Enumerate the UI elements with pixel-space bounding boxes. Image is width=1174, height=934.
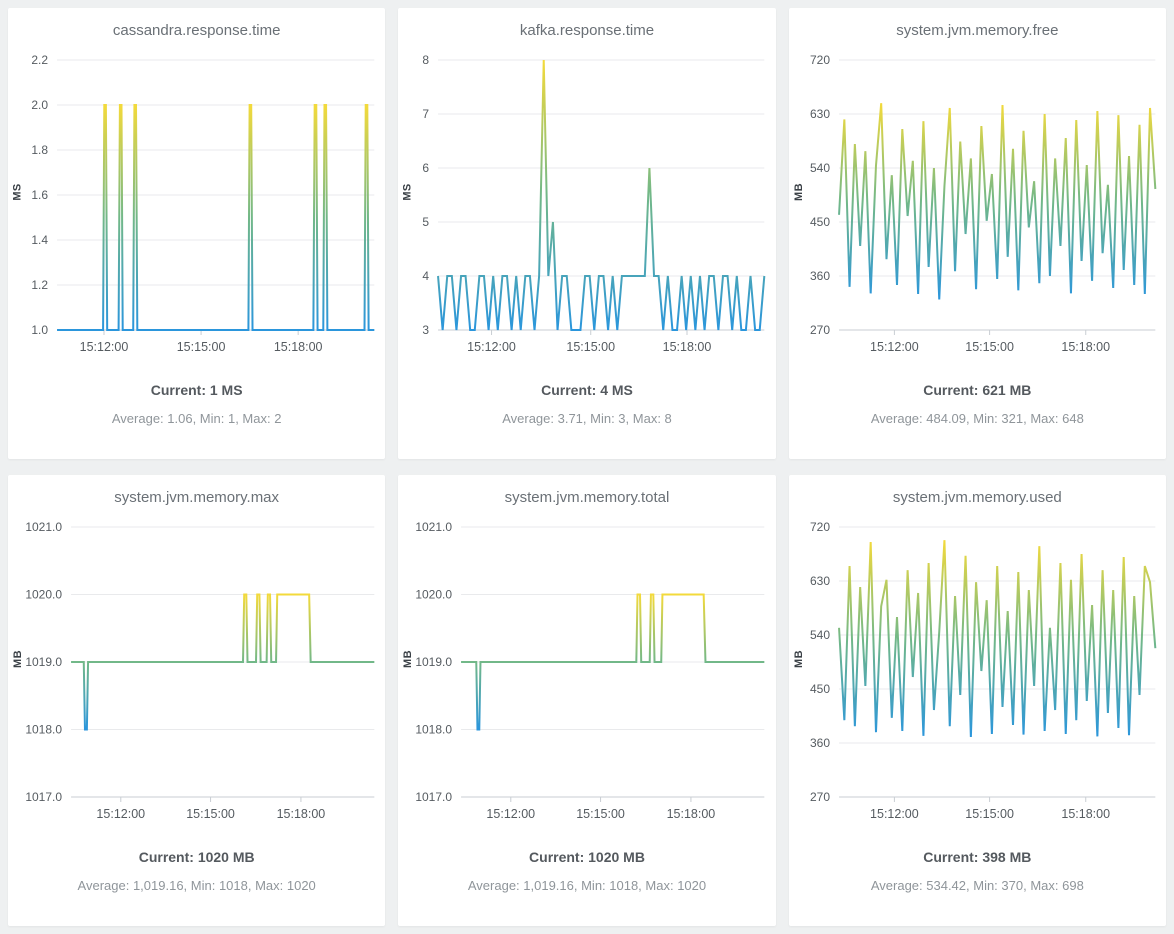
stats-summary-label: Average: 534.42, Min: 370, Max: 698 (870, 878, 1084, 893)
y-tick-label: 1017.0 (25, 790, 62, 804)
x-tick-label: 15:15:00 (186, 807, 235, 821)
y-tick-label: 540 (810, 628, 830, 642)
y-tick-label: 5 (423, 215, 430, 229)
x-tick-label: 15:18:00 (663, 340, 712, 354)
chart-plot[interactable]: 720 630 540 450 360 270 15:12:00 15:15:00 15:18:… (789, 475, 1166, 926)
chart-panel: kafka.response.time MS 8 7 6 5 4 3 15:12:00 15:… (398, 8, 776, 459)
y-tick-label: 1019.0 (416, 655, 453, 669)
chart-plot[interactable]: 1021.0 1020.0 1019.0 1018.0 1017.0 15:12:00 15… (8, 475, 385, 926)
y-tick-label: 720 (810, 520, 830, 534)
y-tick-label: 270 (810, 790, 830, 804)
x-tick-label: 15:18:00 (1061, 340, 1110, 354)
y-tick-label: 1019.0 (25, 655, 62, 669)
y-tick-label: 1018.0 (25, 723, 62, 737)
series-line (837, 103, 1156, 300)
y-tick-label: 6 (423, 161, 430, 175)
current-value-label: Current: 1020 MB (529, 849, 645, 865)
y-tick-label: 2.2 (31, 53, 48, 67)
x-tick-label: 15:12:00 (870, 340, 919, 354)
current-value-label: Current: 1 MS (150, 382, 243, 398)
y-tick-label: 720 (810, 53, 830, 67)
chart-canvas: 8 7 6 5 4 3 15:12:00 15:15:00 15:18:00 (423, 53, 766, 354)
y-tick-label: 270 (810, 323, 830, 337)
y-tick-label: 540 (810, 161, 830, 175)
y-tick-label: 3 (423, 323, 430, 337)
x-tick-label: 15:18:00 (274, 340, 323, 354)
x-tick-label: 15:18:00 (277, 807, 326, 821)
stats-summary-label: Average: 1,019.16, Min: 1018, Max: 1020 (467, 878, 707, 893)
series-line (57, 104, 375, 331)
chart-canvas: 720 630 540 450 360 270 15:12:00 15:15:00 15:18:… (810, 520, 1156, 821)
chart-title: system.jvm.memory.free (896, 22, 1059, 39)
chart-title: system.jvm.memory.used (892, 489, 1062, 506)
chart-plot[interactable]: 2.2 2.0 1.8 1.6 1.4 1.2 1.0 15:12:00 15:15:00 15:… (8, 8, 385, 459)
x-tick-label: 15:12:00 (96, 807, 145, 821)
y-tick-label: 1017.0 (416, 790, 453, 804)
x-tick-label: 15:18:00 (1061, 807, 1110, 821)
chart-plot[interactable]: 720 630 540 450 360 270 15:12:00 15:15:00 15:18:… (789, 8, 1166, 459)
y-tick-label: 1.6 (31, 188, 48, 202)
y-tick-label: 450 (810, 682, 830, 696)
y-tick-label: 1018.0 (416, 723, 453, 737)
x-tick-label: 15:12:00 (487, 807, 536, 821)
chart-plot[interactable]: 8 7 6 5 4 3 15:12:00 15:15:00 15:18:00 (398, 8, 775, 459)
current-value-label: Current: 398 MB (923, 849, 1032, 865)
y-tick-label: 630 (810, 107, 830, 121)
y-tick-label: 7 (423, 107, 430, 121)
chart-plot[interactable]: 1021.0 1020.0 1019.0 1018.0 1017.0 15:12:00 15… (398, 475, 775, 926)
chart-panel: system.jvm.memory.free MB 720 630 540 450 36… (788, 8, 1166, 459)
y-tick-label: 1020.0 (416, 588, 453, 602)
current-value-label: Current: 1020 MB (138, 849, 255, 865)
x-tick-label: 15:18:00 (667, 807, 716, 821)
x-tick-label: 15:15:00 (965, 807, 1014, 821)
y-tick-label: 1.2 (31, 278, 48, 292)
y-tick-label: 2.0 (31, 98, 48, 112)
stats-summary-label: Average: 1,019.16, Min: 1018, Max: 1020 (77, 878, 316, 893)
x-tick-label: 15:15:00 (577, 807, 626, 821)
chart-title: kafka.response.time (519, 22, 655, 39)
stats-summary-label: Average: 3.71, Min: 3, Max: 8 (502, 411, 672, 426)
stats-summary-label: Average: 484.09, Min: 321, Max: 648 (870, 411, 1084, 426)
y-tick-label: 1.8 (31, 143, 48, 157)
y-tick-label: 450 (810, 215, 830, 229)
series-line (437, 59, 766, 331)
y-tick-label: 360 (810, 736, 830, 750)
y-tick-label: 1020.0 (25, 588, 62, 602)
series-line (461, 593, 765, 731)
x-tick-label: 15:15:00 (177, 340, 226, 354)
y-tick-label: 360 (810, 269, 830, 283)
chart-title: cassandra.response.time (112, 22, 281, 39)
x-tick-label: 15:15:00 (567, 340, 616, 354)
stats-summary-label: Average: 1.06, Min: 1, Max: 2 (111, 411, 282, 426)
chart-panel: system.jvm.memory.max MB 1021.0 1020.0 101… (8, 475, 386, 926)
chart-panel: system.jvm.memory.used MB 720 630 540 450 36… (788, 475, 1166, 926)
y-tick-label: 1.0 (31, 323, 48, 337)
y-tick-label: 8 (423, 53, 430, 67)
y-tick-label: 4 (423, 269, 430, 283)
chart-title: system.jvm.memory.max (114, 489, 280, 506)
x-tick-label: 15:12:00 (870, 807, 919, 821)
chart-panel: cassandra.response.time MS 2.2 2.0 1.8 1.6 1… (8, 8, 386, 459)
chart-title: system.jvm.memory.total (504, 489, 670, 506)
y-tick-label: 1021.0 (25, 520, 62, 534)
y-tick-label: 630 (810, 574, 830, 588)
series-line (837, 540, 1156, 738)
x-tick-label: 15:12:00 (468, 340, 517, 354)
chart-canvas: 1021.0 1020.0 1019.0 1018.0 1017.0 15:12:00 15… (416, 520, 765, 821)
chart-canvas: 720 630 540 450 360 270 15:12:00 15:15:00 15:18:… (810, 53, 1156, 354)
y-tick-label: 1021.0 (416, 520, 453, 534)
series-line (71, 593, 375, 731)
x-tick-label: 15:15:00 (965, 340, 1014, 354)
current-value-label: Current: 4 MS (541, 382, 633, 398)
chart-panel: system.jvm.memory.total MB 1021.0 1020.0 1… (398, 475, 776, 926)
chart-canvas: 1021.0 1020.0 1019.0 1018.0 1017.0 15:12:00 15… (25, 520, 375, 821)
x-tick-label: 15:12:00 (80, 340, 129, 354)
y-tick-label: 1.4 (31, 233, 48, 247)
current-value-label: Current: 621 MB (923, 382, 1032, 398)
chart-canvas: 2.2 2.0 1.8 1.6 1.4 1.2 1.0 15:12:00 15:15:00 15:… (31, 53, 375, 354)
